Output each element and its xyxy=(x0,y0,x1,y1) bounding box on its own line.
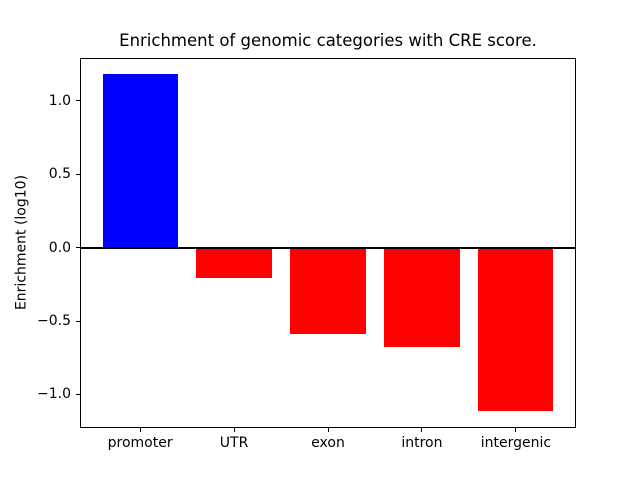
y-tick-mark xyxy=(76,100,80,102)
plot-area xyxy=(80,58,576,428)
bar-UTR xyxy=(196,247,272,279)
x-tick-mark xyxy=(139,427,141,432)
bar-exon xyxy=(290,247,366,335)
x-tick-label: UTR xyxy=(219,434,249,451)
x-tick-mark xyxy=(327,427,329,432)
x-tick-label: intron xyxy=(401,434,443,451)
x-tick-mark xyxy=(233,427,235,432)
y-tick-mark xyxy=(76,393,80,395)
bar-intron xyxy=(384,247,460,348)
x-tick-mark xyxy=(515,427,517,432)
y-tick-label: 0.0 xyxy=(48,239,71,256)
y-tick-mark xyxy=(76,173,80,175)
x-tick-label: intergenic xyxy=(480,434,552,451)
chart-title: Enrichment of genomic categories with CR… xyxy=(119,31,537,50)
y-tick-label: −0.5 xyxy=(37,313,71,330)
y-tick-label: −1.0 xyxy=(37,386,71,403)
x-tick-label: promoter xyxy=(107,434,173,451)
x-tick-mark xyxy=(421,427,423,432)
y-tick-label: 1.0 xyxy=(48,92,71,109)
zero-line xyxy=(80,246,576,249)
bar-promoter xyxy=(102,74,178,248)
bar-intergenic xyxy=(478,247,554,411)
y-tick-mark xyxy=(76,320,80,322)
y-tick-mark xyxy=(76,247,80,249)
x-tick-label: exon xyxy=(311,434,345,451)
y-tick-label: 0.5 xyxy=(48,166,71,183)
